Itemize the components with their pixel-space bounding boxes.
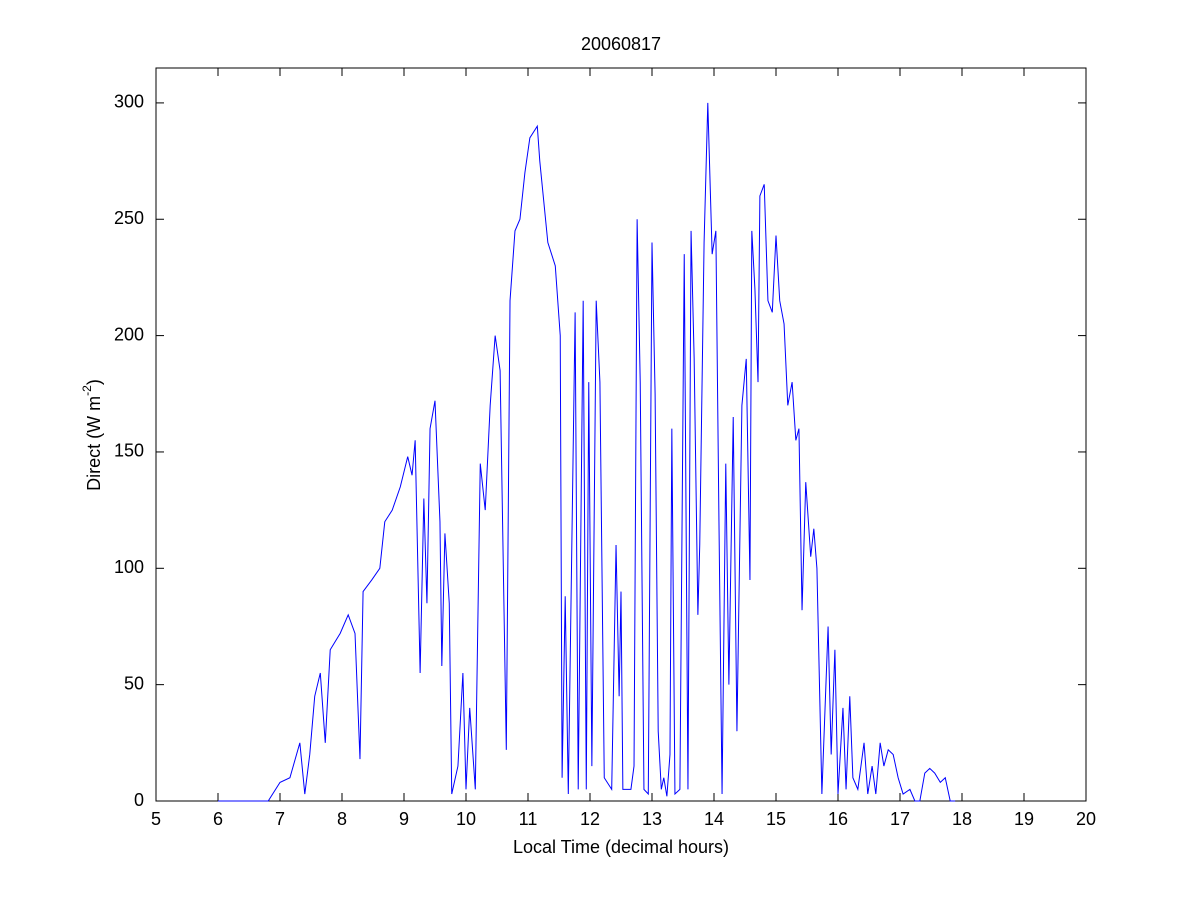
x-tick-label: 13 [642, 809, 662, 829]
y-label-superscript: -2 [80, 385, 94, 396]
chart-title: 20060817 [581, 34, 661, 54]
y-tick-label: 150 [114, 441, 144, 461]
x-axis-label: Local Time (decimal hours) [513, 837, 729, 857]
y-tick-label: 50 [124, 673, 144, 693]
x-tick-label: 10 [456, 809, 476, 829]
x-tick-label: 17 [890, 809, 910, 829]
x-tick-label: 19 [1014, 809, 1034, 829]
plot-frame [155, 67, 1087, 802]
y-tick-label: 100 [114, 557, 144, 577]
x-tick-label: 7 [275, 809, 285, 829]
x-tick-label: 8 [337, 809, 347, 829]
x-tick-label: 14 [704, 809, 724, 829]
x-tick-label: 9 [399, 809, 409, 829]
y-label-text: Direct (W m [84, 396, 104, 491]
x-tick-label: 5 [151, 809, 161, 829]
x-tick-label: 16 [828, 809, 848, 829]
x-tick-label: 6 [213, 809, 223, 829]
data-line [218, 102, 956, 802]
x-tick-label: 15 [766, 809, 786, 829]
y-tick-label: 0 [134, 790, 144, 810]
x-tick-label: 11 [519, 809, 538, 829]
y-label-end: ) [84, 379, 104, 385]
y-tick-label: 200 [114, 324, 144, 344]
y-axis-label: Direct (W m-2) [80, 379, 104, 491]
y-tick-label: 300 [114, 92, 144, 112]
x-tick-label: 20 [1076, 809, 1096, 829]
x-tick-label: 12 [580, 809, 600, 829]
y-tick-label: 250 [114, 208, 144, 228]
x-tick-label: 18 [952, 809, 972, 829]
